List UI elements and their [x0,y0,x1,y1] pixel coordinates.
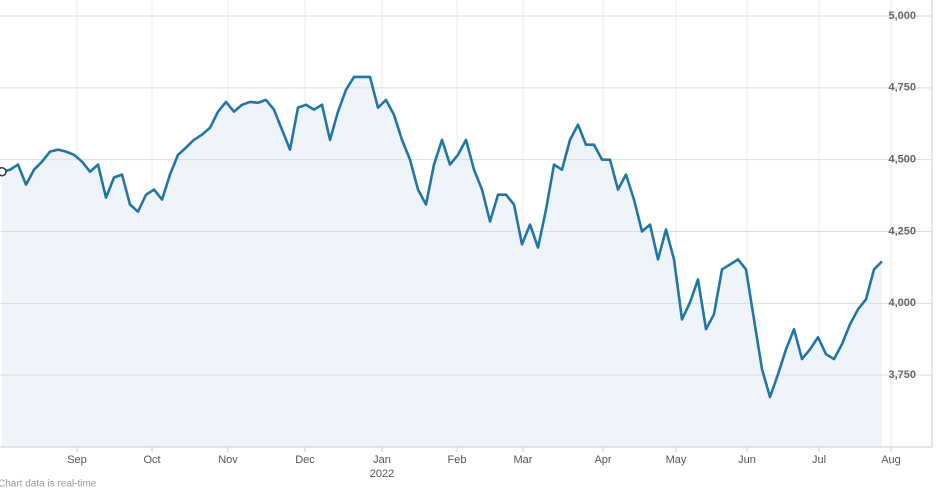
x-tick-label: Jul [812,454,826,466]
y-tick-label: 5,000 [888,10,916,22]
x-tick-label: Nov [218,454,238,466]
area [2,76,882,447]
x-tick-label: Apr [594,454,611,466]
x-tick-label: Jan [373,454,391,466]
x-tick-label: Oct [143,454,160,466]
start-marker [0,166,7,177]
y-tick-label: 4,250 [888,225,916,237]
x-tick-label: Mar [514,454,533,466]
x-tick-label: May [666,454,687,466]
y-tick-label: 4,500 [888,154,916,166]
y-tick-label: 4,750 [888,82,916,94]
x-tick-label: Feb [448,454,467,466]
x-tick-label: Dec [295,454,315,466]
footnote: Chart data is real-time [0,479,97,490]
price-line [1,75,883,399]
x-tick-label: Jun [738,454,756,466]
y-tick-label: 4,000 [888,297,916,309]
y-tick-label: 3,750 [888,369,916,381]
x-tick-label: Aug [881,454,901,466]
year-label: 2022 [370,468,394,480]
x-tick-label: Sep [67,454,87,466]
